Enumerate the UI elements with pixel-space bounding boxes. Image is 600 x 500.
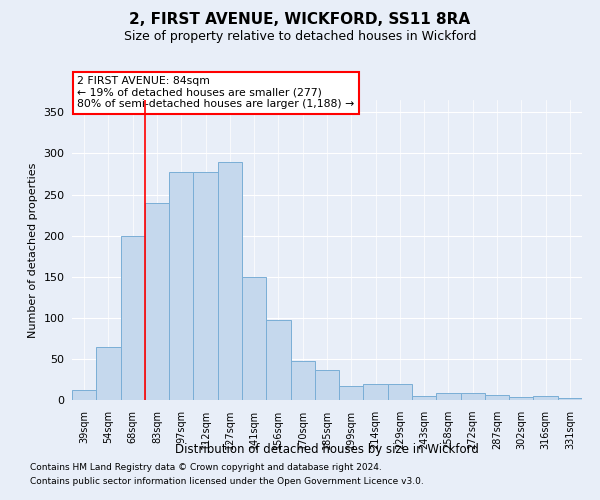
Text: 2 FIRST AVENUE: 84sqm
← 19% of detached houses are smaller (277)
80% of semi-det: 2 FIRST AVENUE: 84sqm ← 19% of detached … bbox=[77, 76, 355, 109]
Bar bbox=[145, 202, 169, 400]
Bar bbox=[485, 395, 509, 400]
Bar bbox=[364, 384, 388, 400]
Bar bbox=[72, 390, 96, 400]
Bar bbox=[412, 396, 436, 400]
Bar bbox=[169, 172, 193, 400]
Text: Contains public sector information licensed under the Open Government Licence v3: Contains public sector information licen… bbox=[30, 478, 424, 486]
Text: Distribution of detached houses by size in Wickford: Distribution of detached houses by size … bbox=[175, 442, 479, 456]
Bar bbox=[266, 320, 290, 400]
Text: 2, FIRST AVENUE, WICKFORD, SS11 8RA: 2, FIRST AVENUE, WICKFORD, SS11 8RA bbox=[130, 12, 470, 28]
Bar bbox=[339, 386, 364, 400]
Text: Contains HM Land Registry data © Crown copyright and database right 2024.: Contains HM Land Registry data © Crown c… bbox=[30, 462, 382, 471]
Bar bbox=[218, 162, 242, 400]
Bar bbox=[558, 398, 582, 400]
Bar bbox=[388, 384, 412, 400]
Bar bbox=[461, 392, 485, 400]
Bar bbox=[290, 360, 315, 400]
Bar bbox=[533, 396, 558, 400]
Bar bbox=[96, 346, 121, 400]
Bar bbox=[242, 276, 266, 400]
Bar bbox=[509, 396, 533, 400]
Bar bbox=[436, 392, 461, 400]
Y-axis label: Number of detached properties: Number of detached properties bbox=[28, 162, 38, 338]
Bar bbox=[315, 370, 339, 400]
Text: Size of property relative to detached houses in Wickford: Size of property relative to detached ho… bbox=[124, 30, 476, 43]
Bar bbox=[193, 172, 218, 400]
Bar bbox=[121, 236, 145, 400]
